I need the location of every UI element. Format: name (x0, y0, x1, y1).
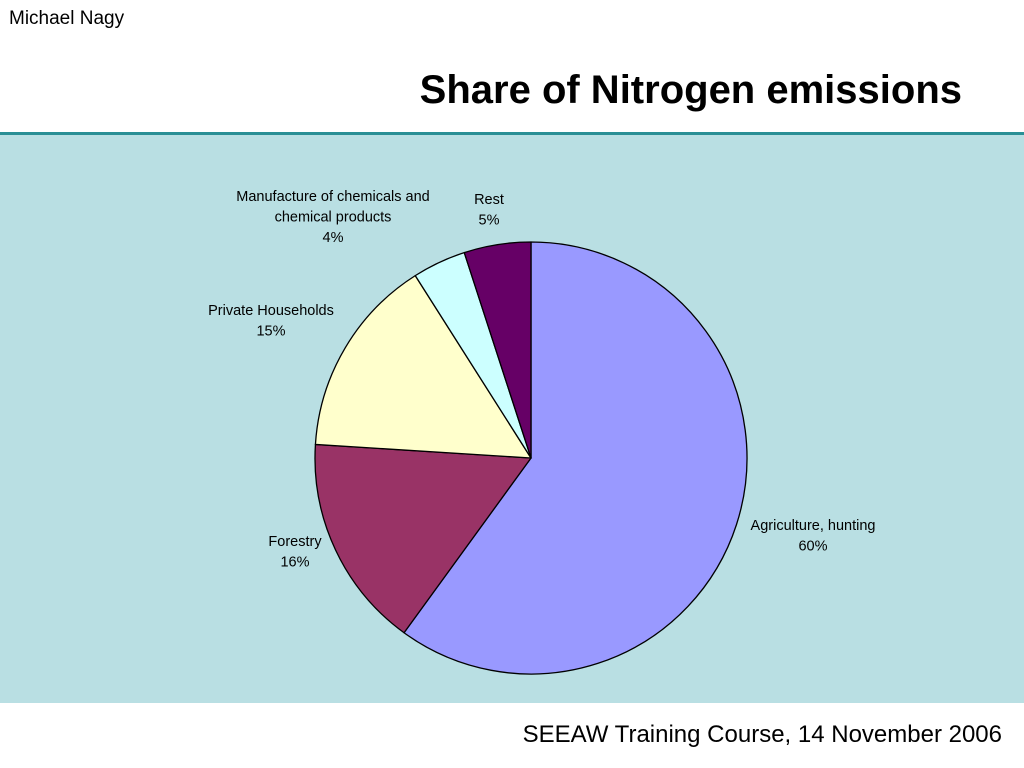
slide-footer: SEEAW Training Course, 14 November 2006 (522, 721, 1002, 748)
title-divider (0, 132, 1024, 135)
chart-panel: Agriculture, hunting 60% Forestry 16% Privat… (0, 135, 1024, 703)
slice-value-label: 4% (323, 230, 344, 246)
slice-value-label: 15% (256, 324, 285, 340)
slice-category-label: Agriculture, hunting (751, 518, 876, 534)
pie-slice (314, 443, 532, 634)
slice-category-label: Forestry (268, 534, 322, 550)
slice-category-label: Rest (474, 192, 504, 208)
pie-chart: Agriculture, hunting 60% Forestry 16% Privat… (208, 189, 876, 675)
pie-slice (403, 241, 748, 675)
slice-category-label: chemical products (275, 210, 392, 226)
pie-slice (463, 241, 532, 459)
slice-value-label: 60% (798, 539, 827, 555)
slice-value-label: 16% (280, 555, 309, 571)
pie-slice (314, 274, 532, 459)
slide-title: Share of Nitrogen emissions (419, 68, 962, 112)
author-name: Michael Nagy (9, 8, 125, 29)
slice-value-label: 5% (479, 213, 500, 229)
slice-category-label: Private Households (208, 303, 334, 319)
slice-category-label: Manufacture of chemicals and (236, 189, 429, 205)
